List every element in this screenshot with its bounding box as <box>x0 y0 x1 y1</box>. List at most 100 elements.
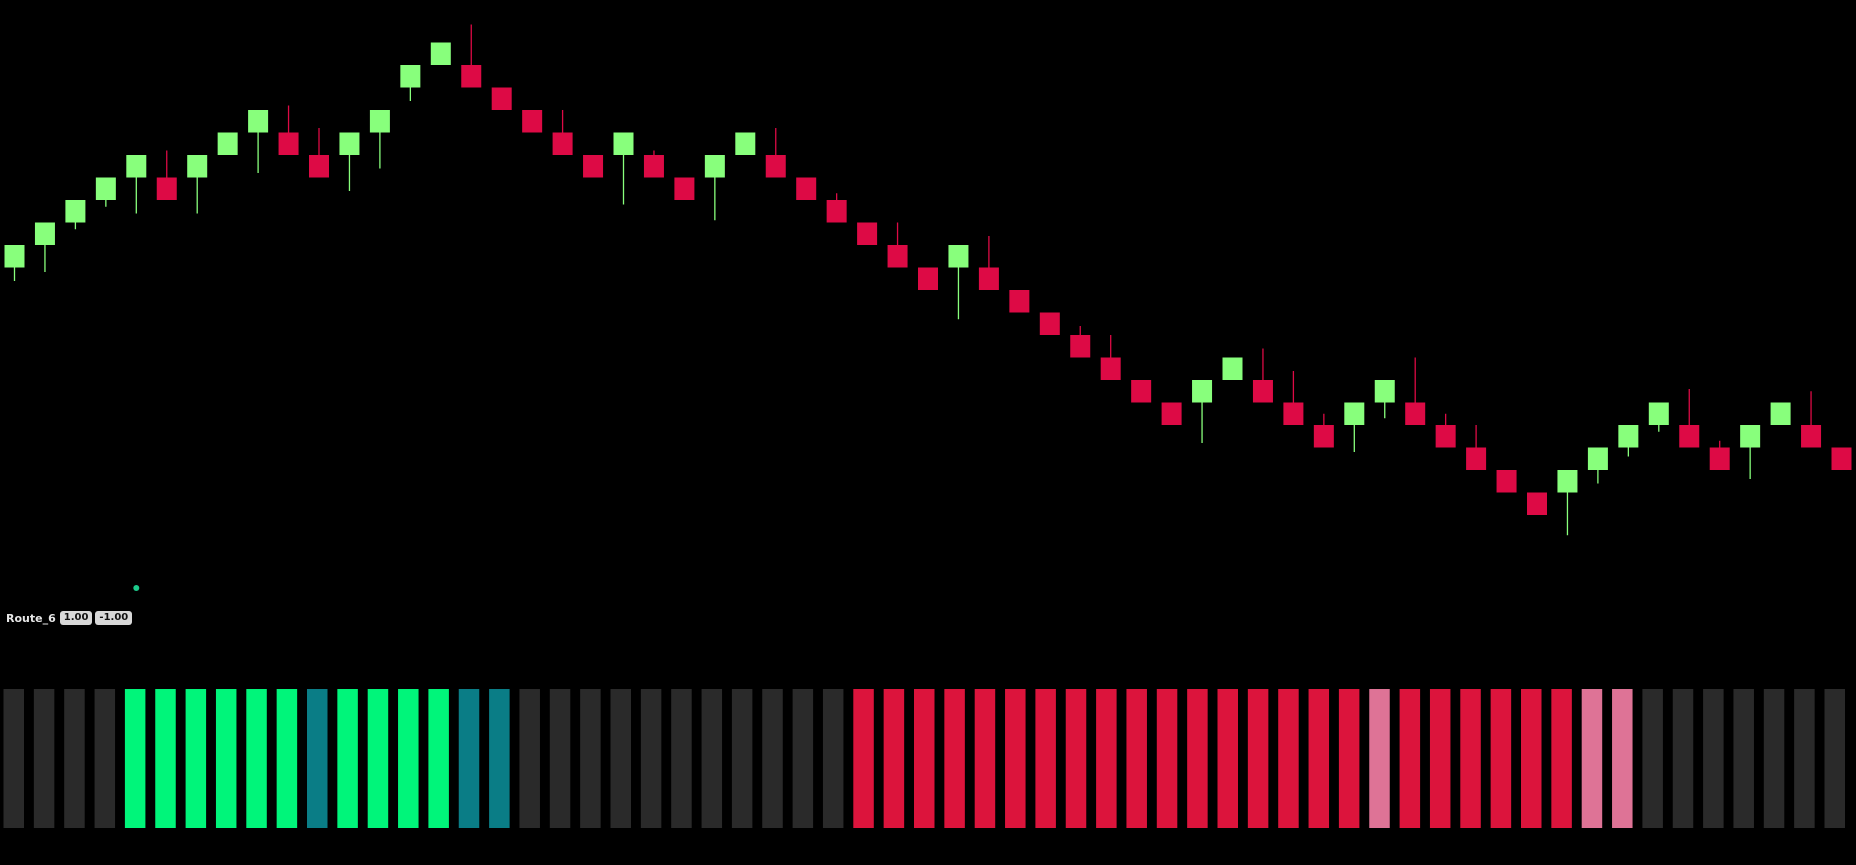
histogram-bar <box>1369 689 1390 828</box>
candle-body <box>1496 470 1517 493</box>
histogram-bar <box>1581 689 1603 828</box>
candles-layer <box>4 24 1852 536</box>
histogram-bar <box>1065 689 1087 828</box>
candle-body <box>1648 402 1669 425</box>
candle-body <box>857 222 878 245</box>
histogram-bar <box>246 689 267 828</box>
histogram-bar <box>671 689 692 828</box>
candle-body <box>1587 447 1608 470</box>
candle-body <box>34 222 55 245</box>
histogram-bar <box>640 689 662 828</box>
indicator-name: Route_6 <box>6 611 56 625</box>
histogram-bar <box>1612 689 1633 828</box>
candle-body <box>1313 425 1334 448</box>
histogram-bar <box>853 689 874 828</box>
candle-body <box>978 267 999 290</box>
candle-body <box>674 177 695 200</box>
histogram-bar <box>580 689 601 828</box>
candle-body <box>248 110 269 133</box>
candle-body <box>1161 402 1182 425</box>
candle-body <box>1831 447 1852 470</box>
histogram-bar <box>3 689 24 828</box>
histogram-bar <box>155 689 176 828</box>
histogram-bar <box>64 689 85 828</box>
histogram-bar <box>428 689 449 828</box>
histogram-bar <box>792 689 814 828</box>
histogram-bar <box>610 689 631 828</box>
histogram-bar <box>1551 689 1572 828</box>
histogram-bar <box>1703 689 1724 828</box>
candle-body <box>1557 470 1578 493</box>
histogram-bar <box>1308 689 1330 828</box>
histogram-bar <box>1672 689 1694 828</box>
candle-body <box>918 267 938 290</box>
histogram-bar <box>1521 689 1542 828</box>
candle-body <box>1374 380 1395 403</box>
candle-body <box>1527 492 1547 515</box>
candle-body <box>369 110 390 133</box>
candle-body <box>491 87 512 110</box>
histogram-bar <box>1156 689 1178 828</box>
candle-body <box>217 132 238 155</box>
candle-body <box>461 65 482 88</box>
histogram-bar <box>94 689 116 828</box>
indicator-legend: Route_6 1.00 -1.00 <box>6 610 133 626</box>
histogram-bar <box>1035 689 1056 828</box>
candle-body <box>1435 425 1456 448</box>
candle-body <box>1618 425 1639 448</box>
candle-body <box>309 155 329 178</box>
histogram-bar <box>701 689 723 828</box>
candle-body <box>1740 425 1761 448</box>
histogram-bar <box>1460 689 1481 828</box>
histogram-bar <box>337 689 358 828</box>
indicator-value-2: -1.00 <box>95 611 133 625</box>
histogram-bar <box>276 689 298 828</box>
candle-body <box>1039 312 1060 335</box>
histogram-bar <box>1794 689 1815 828</box>
candle-body <box>522 110 543 133</box>
histogram-bar <box>1763 689 1785 828</box>
histogram-bar <box>33 689 55 828</box>
candle-body <box>826 200 847 223</box>
histogram-bar <box>762 689 783 828</box>
histogram-bar <box>1733 689 1754 828</box>
histogram-layer <box>3 689 1845 828</box>
candle-body <box>339 132 360 155</box>
histogram-bar <box>215 689 237 828</box>
candle-body <box>1770 402 1791 425</box>
candle-body <box>1709 447 1730 470</box>
candle-body <box>1222 357 1243 380</box>
candle-body <box>948 245 969 268</box>
histogram-bar <box>1005 689 1026 828</box>
candle-body <box>1009 290 1030 313</box>
histogram-bar <box>1642 689 1663 828</box>
candle-body <box>735 132 756 155</box>
candle-body <box>1100 357 1121 380</box>
histogram-bar <box>458 689 480 828</box>
candle-body <box>765 155 786 178</box>
candle-body <box>1131 380 1152 403</box>
candle-body <box>1679 425 1700 448</box>
histogram-bar <box>307 689 328 828</box>
candle-body <box>583 155 604 178</box>
histogram-bar <box>1247 689 1269 828</box>
histogram-bar <box>519 689 540 828</box>
histogram-bar <box>1399 689 1421 828</box>
histogram-bar <box>1187 689 1208 828</box>
candle-body <box>1344 402 1365 425</box>
candle-body <box>187 155 208 178</box>
candle-body <box>1192 380 1213 403</box>
histogram-bar <box>1278 689 1299 828</box>
candle-body <box>1252 380 1273 403</box>
histogram-bar <box>1338 689 1360 828</box>
candle-body <box>1466 447 1487 470</box>
candle-body <box>400 65 421 88</box>
candle-body <box>704 155 725 178</box>
candle-body <box>156 177 177 200</box>
candle-body <box>4 245 25 268</box>
histogram-bar <box>549 689 571 828</box>
candle-body <box>430 42 451 65</box>
histogram-bar <box>974 689 996 828</box>
histogram-bar <box>1490 689 1512 828</box>
